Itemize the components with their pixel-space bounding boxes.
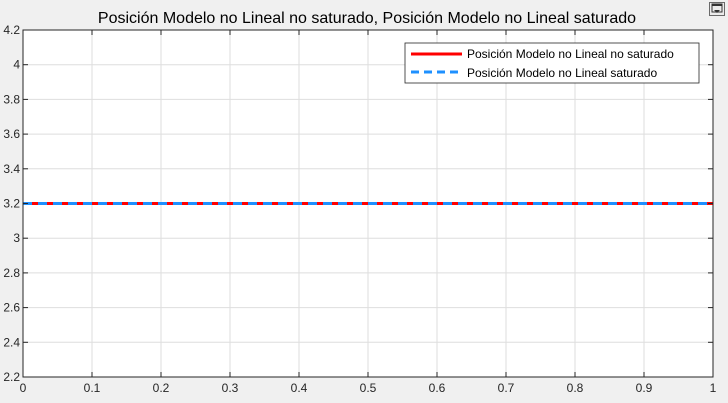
legend-label-no-saturado: Posición Modelo no Lineal no saturado bbox=[467, 47, 674, 61]
restore-button[interactable] bbox=[709, 2, 725, 16]
legend[interactable]: Posición Modelo no Lineal no saturado Po… bbox=[404, 42, 700, 84]
y-tick-label: 3.4 bbox=[3, 162, 20, 176]
x-tick-label: 0.3 bbox=[222, 381, 239, 395]
y-tick-label: 3.6 bbox=[3, 127, 20, 141]
x-tick-label: 0.9 bbox=[636, 381, 653, 395]
y-tick-label: 2.2 bbox=[3, 370, 20, 384]
x-tick-label: 0.4 bbox=[291, 381, 308, 395]
y-tick-label: 3.2 bbox=[3, 197, 20, 211]
y-tick-label: 3.8 bbox=[3, 92, 20, 106]
x-tick-label: 0.2 bbox=[153, 381, 170, 395]
x-tick-label: 0.1 bbox=[84, 381, 101, 395]
axis-ticks: 0 0.1 0.2 0.3 0.4 0.5 0.6 0.7 0.8 0.9 1 2.2 2.4 2.6 2.… bbox=[3, 23, 716, 395]
y-tick-label: 2.4 bbox=[3, 335, 20, 349]
y-tick-label: 3 bbox=[13, 231, 20, 245]
y-tick-label: 4 bbox=[13, 58, 20, 72]
x-tick-label: 1 bbox=[710, 381, 717, 395]
x-tick-label: 0.6 bbox=[429, 381, 446, 395]
x-tick-label: 0.5 bbox=[360, 381, 377, 395]
y-tick-label: 4.2 bbox=[3, 23, 20, 37]
x-tick-label: 0.7 bbox=[498, 381, 515, 395]
legend-box bbox=[404, 42, 700, 84]
x-tick-label: 0.8 bbox=[567, 381, 584, 395]
x-tick-label: 0 bbox=[20, 381, 27, 395]
restore-window-icon bbox=[711, 3, 723, 13]
legend-label-saturado: Posición Modelo no Lineal saturado bbox=[467, 66, 657, 80]
y-tick-label: 2.8 bbox=[3, 266, 20, 280]
chart-title: Posición Modelo no Lineal no saturado, P… bbox=[98, 10, 636, 27]
y-tick-label: 2.6 bbox=[3, 301, 20, 315]
